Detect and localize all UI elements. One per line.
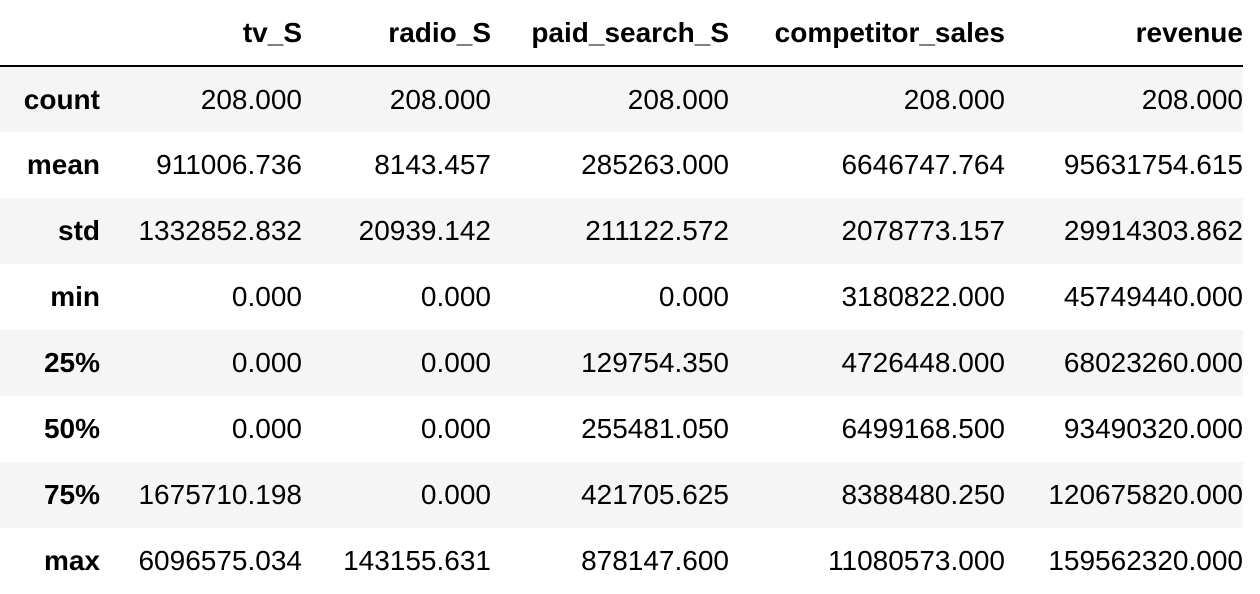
- column-header: competitor_sales: [729, 0, 1005, 67]
- table-row: min 0.000 0.000 0.000 3180822.000 457494…: [0, 264, 1243, 330]
- table-cell: 208.000: [1141, 83, 1243, 115]
- table-cell: 2078773.157: [841, 215, 1005, 246]
- table-header: tv_S radio_S paid_search_S competitor_sa…: [0, 0, 1243, 67]
- table-cell: 143155.631: [343, 545, 491, 576]
- table-cell: 0.000: [231, 413, 302, 444]
- row-label: min: [50, 281, 100, 312]
- table-cell: 0.000: [231, 281, 302, 312]
- table-row: mean 911006.736 8143.457 285263.000 6646…: [0, 132, 1243, 198]
- table-cell: 6096575.034: [138, 545, 302, 576]
- row-label: max: [43, 545, 100, 576]
- table-body: count 208.000 208.000 208.000 208.000 20…: [0, 66, 1243, 594]
- table-row: 75% 1675710.198 0.000 421705.625 8388480…: [0, 462, 1243, 528]
- table-cell: 1332852.832: [138, 215, 302, 246]
- table-cell: 208.000: [627, 83, 729, 115]
- table-cell: 0.000: [420, 479, 491, 510]
- table-cell: 95631754.615: [1063, 149, 1243, 180]
- table-cell: 29914303.862: [1063, 215, 1243, 246]
- table-cell: 45749440.000: [1063, 281, 1243, 312]
- column-header: radio_S: [302, 0, 491, 67]
- table-cell: 878147.600: [581, 545, 729, 576]
- table-cell: 255481.050: [581, 413, 729, 444]
- table-row: max 6096575.034 143155.631 878147.600 11…: [0, 528, 1243, 594]
- index-header: [0, 0, 100, 67]
- table-cell: 129754.350: [581, 347, 729, 378]
- header-row: tv_S radio_S paid_search_S competitor_sa…: [0, 0, 1243, 67]
- table-cell: 3180822.000: [841, 281, 1005, 312]
- table-row: count 208.000 208.000 208.000 208.000 20…: [0, 66, 1243, 132]
- table-cell: 159562320.000: [1048, 545, 1243, 576]
- row-label: count: [23, 83, 100, 115]
- table-cell: 0.000: [420, 413, 491, 444]
- table-cell: 20939.142: [358, 215, 491, 246]
- row-label: std: [58, 215, 100, 246]
- table-cell: 68023260.000: [1063, 347, 1243, 378]
- table-cell: 93490320.000: [1063, 413, 1243, 444]
- table-cell: 6646747.764: [841, 149, 1005, 180]
- table-row: 50% 0.000 0.000 255481.050 6499168.500 9…: [0, 396, 1243, 462]
- table-cell: 1675710.198: [138, 479, 302, 510]
- table-cell: 6499168.500: [841, 413, 1005, 444]
- table-cell: 120675820.000: [1048, 479, 1243, 510]
- table-cell: 911006.736: [156, 149, 302, 180]
- table-cell: 8388480.250: [841, 479, 1005, 510]
- column-header: paid_search_S: [491, 0, 729, 67]
- table-cell: 0.000: [420, 347, 491, 378]
- table-cell: 421705.625: [581, 479, 729, 510]
- table-cell: 211122.572: [585, 215, 729, 246]
- table-cell: 0.000: [231, 347, 302, 378]
- table-cell: 0.000: [658, 281, 729, 312]
- table-cell: 11080573.000: [828, 545, 1005, 576]
- table-cell: 285263.000: [581, 149, 729, 180]
- row-label: 50%: [43, 413, 100, 444]
- column-header: tv_S: [100, 0, 302, 67]
- table-cell: 4726448.000: [841, 347, 1005, 378]
- table-row: 25% 0.000 0.000 129754.350 4726448.000 6…: [0, 330, 1243, 396]
- table-cell: 208.000: [200, 83, 302, 115]
- row-label: mean: [26, 149, 100, 180]
- row-label: 75%: [43, 479, 100, 510]
- column-header: revenue: [1005, 0, 1243, 67]
- table-cell: 8143.457: [374, 149, 491, 180]
- table-cell: 0.000: [420, 281, 491, 312]
- table-row: std 1332852.832 20939.142 211122.572 207…: [0, 198, 1243, 264]
- row-label: 25%: [43, 347, 100, 378]
- table-cell: 208.000: [903, 83, 1005, 115]
- table-cell: 208.000: [389, 83, 491, 115]
